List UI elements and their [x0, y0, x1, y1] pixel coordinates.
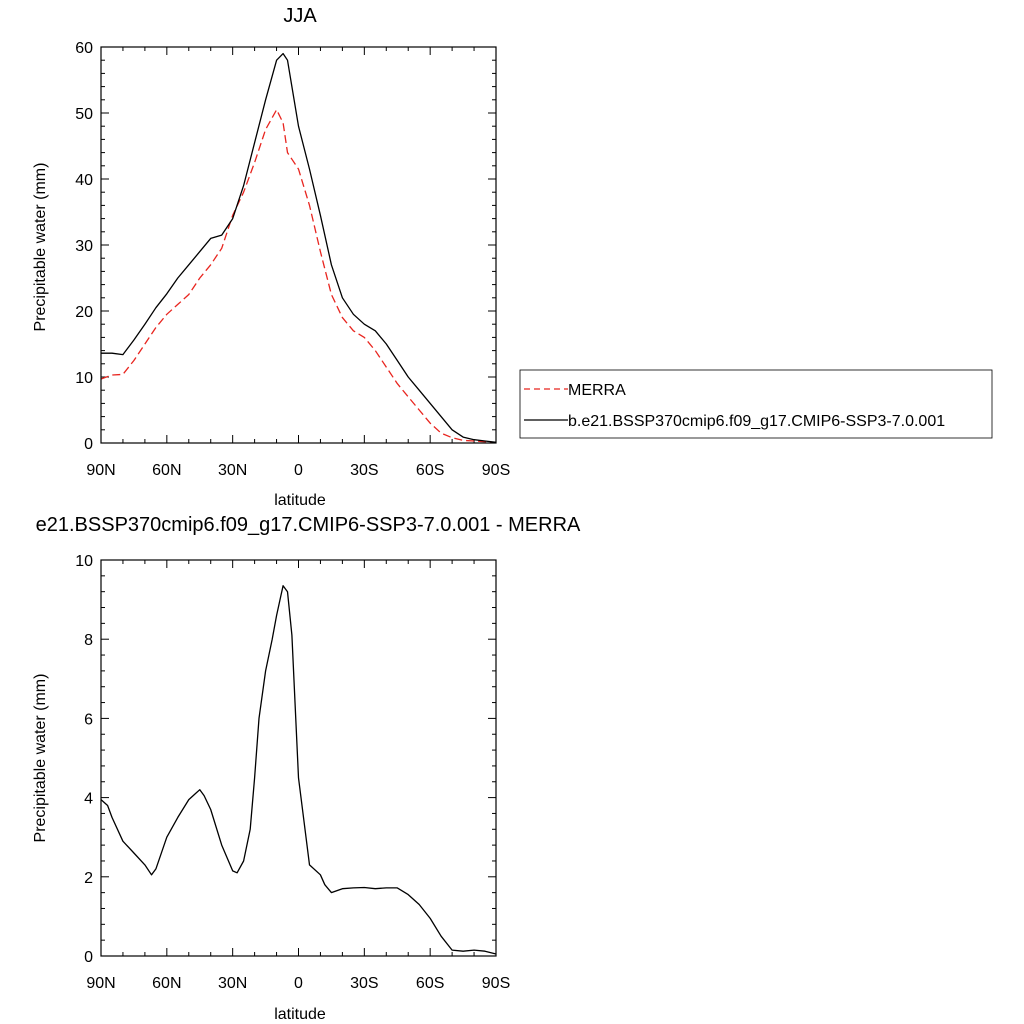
x-tick-label: 30S [350, 462, 378, 479]
y-tick-label: 6 [84, 711, 93, 728]
chart-title: e21.BSSP370cmip6.f09_g17.CMIP6-SSP3-7.0.… [36, 514, 581, 536]
x-tick-label: 60N [152, 462, 181, 479]
plot-area [100, 585, 497, 955]
y-tick-label: 50 [75, 106, 93, 123]
legend-box [519, 369, 993, 439]
series-line-b-e21-bssp370cmip6-f09-g [101, 52, 497, 443]
x-tick-label: 90S [482, 462, 510, 479]
y-tick-label: 60 [75, 40, 93, 57]
x-axis-label: latitude [274, 1006, 326, 1023]
x-tick-label: 30N [218, 975, 247, 992]
x-tick-label: 30S [350, 975, 378, 992]
series-line-difference-0 [100, 585, 497, 955]
y-axis-label: Precipitable water (mm) [32, 674, 49, 843]
x-tick-label: 0 [294, 462, 303, 479]
y-tick-label: 10 [75, 370, 93, 387]
x-tick-label: 30N [218, 462, 247, 479]
x-tick-label: 60S [416, 975, 444, 992]
axes: 90N 60N 30N 0 30S 60S 90S 0 10 20 30 40 50 60 [75, 40, 510, 479]
x-tick-label: 60N [152, 975, 181, 992]
y-tick-label: 20 [75, 304, 93, 321]
y-tick-label: 30 [75, 238, 93, 255]
x-tick-label: 90N [86, 975, 115, 992]
y-tick-label: 8 [84, 632, 93, 649]
x-axis-label: latitude [274, 492, 326, 509]
x-tick-label: 0 [294, 975, 303, 992]
y-tick-label: 2 [84, 870, 93, 887]
legend-label-model: b.e21.BSSP370cmip6.f09_g17.CMIP6-SSP3-7.… [568, 413, 945, 430]
plot-frame [100, 559, 497, 957]
legend: MERRA b.e21.BSSP370cmip6.f09_g17.CMIP6-S… [519, 369, 993, 439]
y-tick-label: 4 [84, 791, 93, 808]
x-tick-label: 90N [86, 462, 115, 479]
axes: 90N 60N 30N 0 30S 60S 90S 0 2 4 6 8 10 [75, 553, 510, 992]
plot-frame [100, 46, 497, 444]
y-tick-label: 10 [75, 553, 93, 570]
chart-bottom: e21.BSSP370cmip6.f09_g17.CMIP6-SSP3-7.0.… [32, 514, 581, 1023]
x-tick-label: 90S [482, 975, 510, 992]
y-tick-label: 0 [84, 949, 93, 966]
plot-area [100, 52, 497, 443]
chart-title: JJA [283, 5, 317, 27]
y-axis-label: Precipitable water (mm) [32, 163, 49, 332]
series-line-merra [100, 109, 497, 443]
chart-top: JJA Precipitable water (mm) latitude 90N… [32, 5, 510, 509]
y-tick-label: 40 [75, 172, 93, 189]
y-tick-label: 0 [84, 436, 93, 453]
legend-label-merra: MERRA [568, 382, 626, 399]
x-tick-label: 60S [416, 462, 444, 479]
